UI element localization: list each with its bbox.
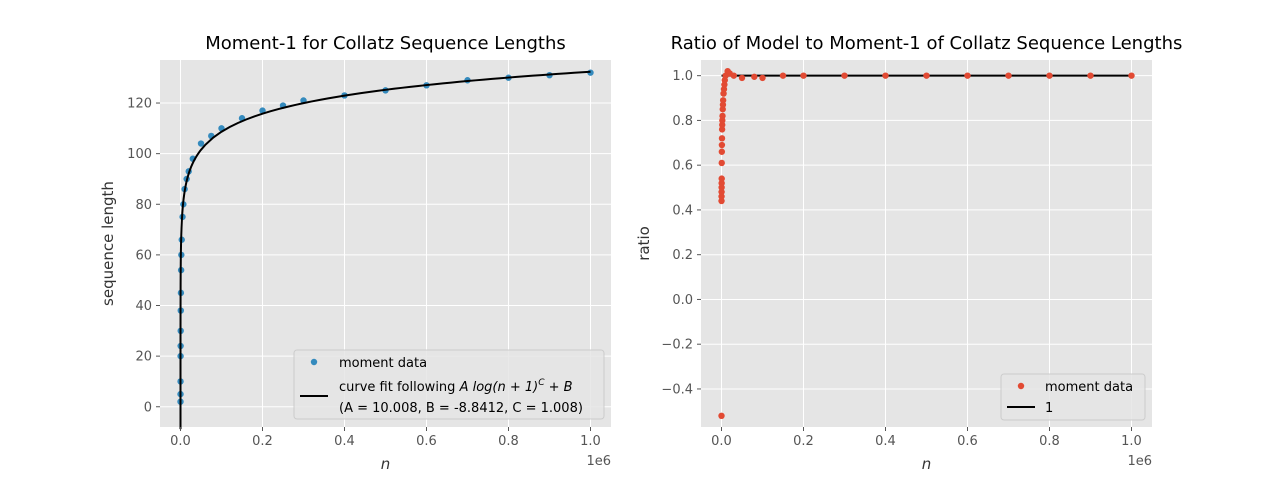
x-tick-label: 1.0 <box>580 434 601 449</box>
data-point-ratio <box>882 72 889 79</box>
x-offset-label: 1e6 <box>1127 454 1152 469</box>
x-tick-label: 1.0 <box>1121 434 1142 449</box>
data-point-ratio <box>779 72 787 79</box>
y-tick-label: 1.0 <box>672 69 693 84</box>
data-point-ratio <box>738 74 746 82</box>
data-point-ratio <box>759 74 766 82</box>
data-point-ratio <box>718 175 725 182</box>
legend: moment data curve fit following A log(n … <box>293 349 605 420</box>
x-axis-label: n <box>381 455 391 473</box>
x-tick-label: 0.8 <box>1039 434 1060 449</box>
y-tick-label: 0 <box>144 400 152 415</box>
legend-marker-moment-data <box>310 358 318 366</box>
legend-label-curve-fit: curve fit following A log(n + 1)C + B <box>339 378 573 395</box>
data-point-ratio <box>751 73 758 80</box>
x-offset-label: 1e6 <box>586 454 611 469</box>
data-point-ratio <box>718 412 725 420</box>
x-tick-label: 0.0 <box>170 434 191 449</box>
data-point-ratio <box>718 135 726 142</box>
data-point-ratio <box>718 141 726 149</box>
x-tick-label: 0.6 <box>416 434 437 449</box>
data-point-ratio <box>730 72 737 79</box>
data-point-ratio <box>964 72 971 79</box>
y-tick-label: 20 <box>135 350 152 365</box>
chart-title: Moment-1 for Collatz Sequence Lengths <box>205 33 566 54</box>
data-point-ratio <box>841 72 848 79</box>
data-point-ratio <box>1005 72 1012 79</box>
data-point-ratio <box>718 179 725 187</box>
x-tick-label: 0.2 <box>793 434 814 449</box>
data-point-ratio <box>1128 72 1135 79</box>
y-tick-label: 80 <box>135 198 152 213</box>
data-point-ratio <box>719 121 726 129</box>
data-point-ratio <box>719 112 726 120</box>
data-point-ratio <box>718 197 725 205</box>
tick-labels: 0.0 0.2 0.4 0.6 0.8 1.0 −0.4 −0.2 0.0 0.2 0.4 0.6 0.… <box>661 69 1141 449</box>
y-tick-label: 40 <box>135 299 152 314</box>
data-point-ratio <box>800 72 807 79</box>
data-marks <box>718 67 1135 420</box>
x-tick-label: 0.0 <box>711 434 732 449</box>
data-point-ratio <box>923 72 930 79</box>
data-point-ratio <box>719 97 727 104</box>
x-tick-label: 0.6 <box>957 434 978 449</box>
y-axis-label: sequence length <box>99 181 117 306</box>
grid <box>160 60 611 427</box>
legend-box <box>293 349 605 420</box>
y-tick-label: 0.0 <box>672 293 693 308</box>
y-tick-label: 100 <box>127 147 152 162</box>
tick-labels: 0.0 0.2 0.4 0.6 0.8 1.0 0 20 40 60 80 100 120 <box>127 97 601 449</box>
legend-label-moment-data: moment data <box>1045 380 1133 395</box>
y-tick-label: 0.6 <box>672 159 693 174</box>
moment-chart: 0.0 0.2 0.4 0.6 0.8 1.0 0 20 40 60 80 100 120 Moment… <box>99 33 611 473</box>
y-tick-label: 0.4 <box>672 203 693 218</box>
legend-label-unity-line: 1 <box>1045 401 1053 416</box>
data-point-ratio <box>1087 72 1094 79</box>
y-tick-label: 0.8 <box>672 114 693 129</box>
data-point-moment <box>197 140 205 147</box>
y-tick-label: −0.2 <box>661 338 693 353</box>
data-point-ratio <box>718 126 726 133</box>
y-axis-label: ratio <box>635 226 653 261</box>
y-tick-label: 120 <box>127 97 152 112</box>
legend-label-moment-data: moment data <box>339 356 427 371</box>
data-point-ratio <box>718 193 725 200</box>
x-tick-label: 0.8 <box>498 434 519 449</box>
data-point-ratio <box>718 159 725 167</box>
x-tick-label: 0.4 <box>875 434 896 449</box>
legend-box <box>1000 373 1146 421</box>
plot-area <box>701 60 1152 427</box>
y-tick-label: −0.4 <box>661 382 693 397</box>
x-tick-label: 0.2 <box>252 434 273 449</box>
data-point-ratio <box>1046 72 1053 79</box>
chart-title: Ratio of Model to Moment-1 of Collatz Se… <box>671 33 1183 54</box>
x-axis-label: n <box>922 455 932 473</box>
legend-marker-moment-data <box>1017 382 1025 390</box>
legend: moment data 1 <box>1000 373 1146 421</box>
y-tick-label: 60 <box>135 248 152 263</box>
legend-label-fit-params: (A = 10.008, B = -8.8412, C = 1.008) <box>339 401 583 416</box>
y-tick-label: 0.2 <box>672 248 693 263</box>
data-point-ratio <box>718 188 725 196</box>
x-tick-label: 0.4 <box>334 434 355 449</box>
data-point-ratio <box>718 148 726 155</box>
curve-fit-line <box>179 70 591 430</box>
ratio-chart: 0.0 0.2 0.4 0.6 0.8 1.0 −0.4 −0.2 0.0 0.2 0.4 0.6 0.… <box>635 33 1182 473</box>
data-marks <box>177 69 594 430</box>
data-point-ratio <box>718 184 725 191</box>
